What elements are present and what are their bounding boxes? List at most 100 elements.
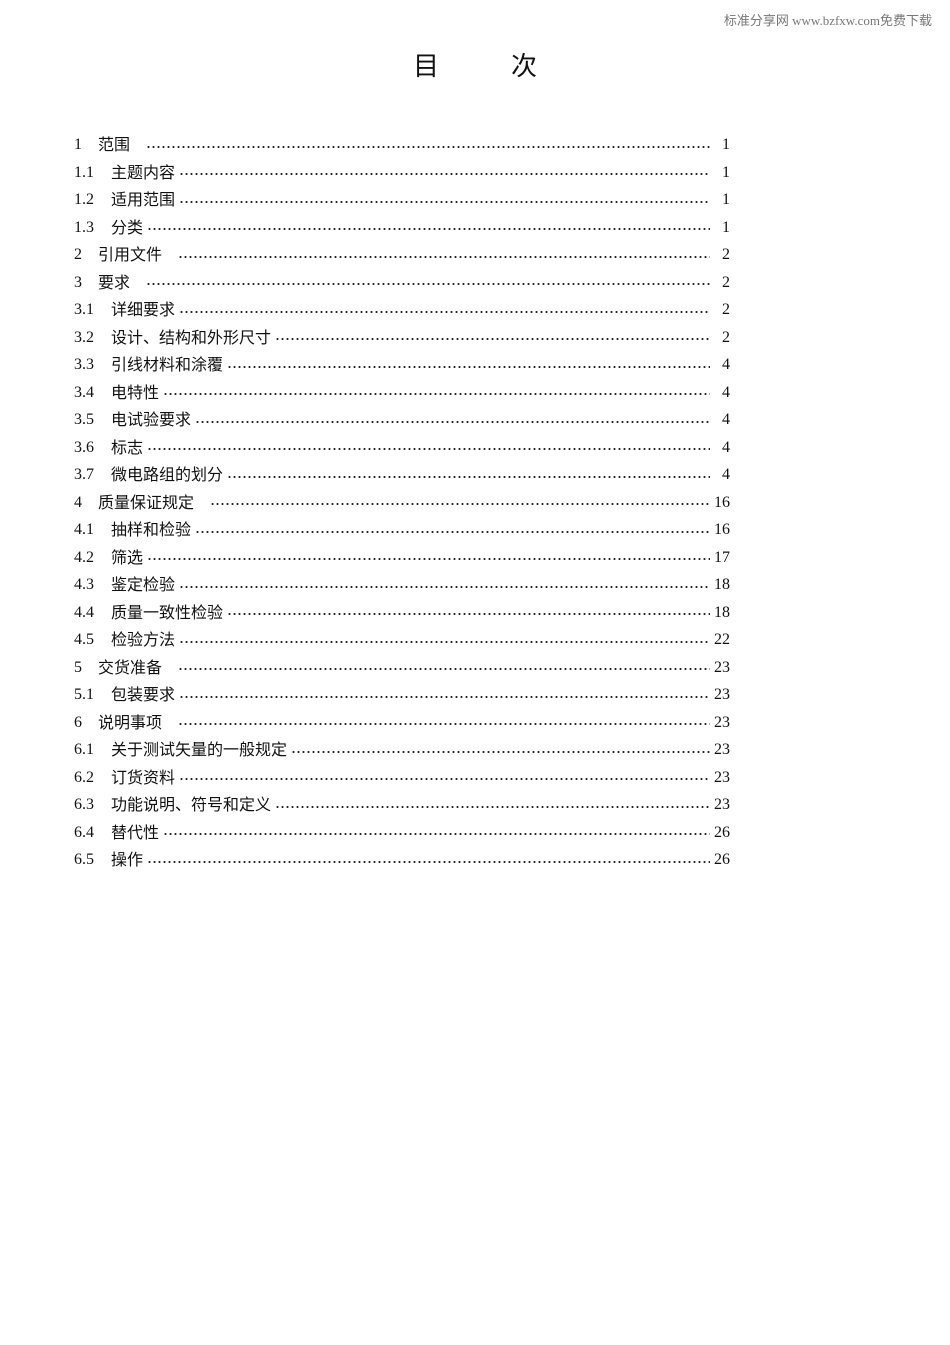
toc-number: 6.5 [74, 851, 94, 868]
dot-leader [179, 172, 710, 177]
toc-number: 6.1 [74, 741, 94, 758]
toc-entry[interactable]: 1.1 主题内容 1 [74, 159, 730, 187]
toc-label: 订货资料 [111, 767, 176, 787]
toc-number: 4.5 [74, 631, 94, 648]
toc-number: 1.1 [74, 163, 94, 181]
toc-page-number: 1 [722, 218, 730, 236]
toc-entry[interactable]: 3.2 设计、结构和外形尺寸 2 [74, 324, 730, 352]
toc-label: 标志 [111, 437, 144, 457]
toc-label: 交货准备 [98, 657, 163, 677]
toc-page-number: 4 [722, 383, 730, 401]
toc-entry[interactable]: 2 引用文件 2 [74, 241, 730, 269]
toc-entry[interactable]: 3.3 引线材料和涂覆 4 [74, 351, 730, 379]
toc-entry[interactable]: 3.7 微电路组的划分 4 [74, 461, 730, 489]
toc-entry[interactable]: 6.3 功能说明、符号和定义 23 [74, 791, 730, 819]
toc-entry[interactable]: 6.2 订货资料 23 [74, 764, 730, 792]
toc-page-number: 2 [722, 246, 730, 263]
toc-entry[interactable]: 1 范围 1 [74, 131, 730, 159]
dot-leader [179, 694, 710, 699]
toc-page-number: 23 [714, 741, 730, 758]
toc-page-number: 4 [722, 466, 730, 483]
toc-entry[interactable]: 4.2 筛选 17 [74, 544, 730, 572]
dot-leader [147, 557, 710, 562]
toc-label: 设计、结构和外形尺寸 [111, 327, 272, 347]
toc-number: 4.3 [74, 576, 94, 593]
dot-leader [178, 722, 710, 727]
dot-leader [227, 474, 710, 479]
toc-page-number: 4 [722, 356, 730, 373]
toc-entry[interactable]: 4.5 检验方法 22 [74, 626, 730, 654]
toc-number: 4.2 [74, 548, 94, 566]
toc-entry[interactable]: 4.3 鉴定检验 18 [74, 571, 730, 599]
toc-number: 3 [74, 273, 82, 291]
toc-entry[interactable]: 3.6 标志 4 [74, 434, 730, 462]
toc-entry[interactable]: 3 要求 2 [74, 269, 730, 297]
toc-label: 电试验要求 [111, 410, 192, 429]
toc-entry[interactable]: 1.3 分类 1 [74, 214, 730, 242]
toc-number: 3.2 [74, 328, 94, 346]
toc-page-number: 22 [714, 631, 730, 648]
toc-label: 关于测试矢量的一般规定 [111, 740, 288, 759]
toc-number: 5 [74, 658, 82, 676]
toc-page-number: 16 [714, 493, 730, 511]
toc-entry[interactable]: 6.5 操作 26 [74, 846, 730, 874]
toc-label: 操作 [111, 850, 144, 869]
toc-page-number: 23 [714, 768, 730, 786]
toc-entry[interactable]: 4.4 质量一致性检验 18 [74, 599, 730, 627]
title-char-2: 次 [511, 52, 538, 82]
toc-label: 引用文件 [98, 245, 163, 264]
toc-page-number: 4 [722, 438, 730, 456]
toc-entry[interactable]: 1.2 适用范围 1 [74, 186, 730, 214]
toc-page-number: 16 [714, 521, 730, 538]
dot-leader [147, 227, 710, 232]
toc-label: 功能说明、符号和定义 [111, 795, 272, 814]
dot-leader [179, 777, 710, 782]
dot-leader [147, 859, 710, 864]
toc-entry[interactable]: 5.1 包装要求 23 [74, 681, 730, 709]
toc-page-number: 2 [722, 273, 730, 291]
toc-entry[interactable]: 3.4 电特性 4 [74, 379, 730, 407]
toc-number: 1.2 [74, 191, 94, 208]
dot-leader [163, 392, 710, 397]
toc-label: 筛选 [111, 547, 144, 567]
toc-number: 4.4 [74, 603, 94, 621]
toc-number: 3.5 [74, 411, 94, 428]
toc-number: 5.1 [74, 686, 94, 703]
toc-number: 3.3 [74, 356, 94, 373]
dot-leader [179, 309, 710, 314]
toc-entry[interactable]: 6.4 替代性 26 [74, 819, 730, 847]
dot-leader [178, 254, 710, 259]
dot-leader [210, 502, 710, 507]
dot-leader [227, 612, 710, 617]
toc-entry[interactable]: 3.5 电试验要求 4 [74, 406, 730, 434]
toc-page-number: 23 [714, 796, 730, 813]
toc-label: 范围 [98, 135, 131, 154]
toc-entry[interactable]: 6.1 关于测试矢量的一般规定 23 [74, 736, 730, 764]
toc-label: 抽样和检验 [111, 520, 192, 539]
toc-number: 6.4 [74, 823, 94, 841]
toc-label: 适用范围 [111, 190, 176, 209]
toc-page-number: 1 [722, 163, 730, 181]
toc-page-number: 23 [714, 658, 730, 676]
toc-label: 分类 [111, 217, 144, 237]
toc-entry[interactable]: 3.1 详细要求 2 [74, 296, 730, 324]
dot-leader [147, 447, 710, 452]
toc-entry[interactable]: 5 交货准备 23 [74, 654, 730, 682]
dot-leader [179, 199, 710, 204]
toc-number: 6 [74, 713, 82, 731]
dot-leader [146, 282, 710, 287]
toc-number: 3.1 [74, 301, 94, 318]
toc-entry[interactable]: 6 说明事项 23 [74, 709, 730, 737]
toc-entry[interactable]: 4.1 抽样和检验 16 [74, 516, 730, 544]
toc-number: 1 [74, 136, 82, 153]
watermark: 标准分享网 www.bzfxw.com免费下载 [723, 13, 932, 28]
toc-page-number: 26 [714, 851, 730, 868]
dot-leader [179, 639, 710, 644]
toc-number: 1.3 [74, 218, 94, 236]
toc-label: 说明事项 [98, 712, 163, 732]
toc-entry[interactable]: 4 质量保证规定 16 [74, 489, 730, 517]
toc-number: 3.4 [74, 383, 94, 401]
toc-page-number: 2 [722, 328, 730, 346]
toc-label: 电特性 [111, 382, 160, 402]
table-of-contents: 1 范围 1 1.1 主题内容 1 1.2 适用范围 1 1.3 分类 1 2 引用文件 2 3 要求 2 3.1 详… [74, 131, 730, 874]
